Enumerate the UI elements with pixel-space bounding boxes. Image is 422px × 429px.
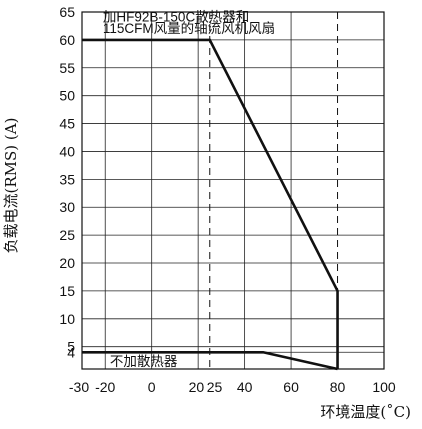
y-tick-label: 35 bbox=[59, 171, 75, 187]
y-tick-label: 45 bbox=[59, 116, 75, 132]
x-tick-labels: -30 -20 0 20 25 40 60 80 100 bbox=[69, 379, 396, 395]
y-tick-label: 65 bbox=[59, 4, 75, 20]
annotation-no-heatsink: 不加散热器 bbox=[110, 354, 178, 369]
series-with-heatsink bbox=[82, 38, 339, 369]
y-tick-labels: 45 10 15 20 25 30 35 40 45 50 55 60 65 bbox=[59, 4, 75, 360]
y-tick-label: 30 bbox=[59, 199, 75, 215]
y-tick-label: 20 bbox=[59, 255, 75, 271]
x-tick-label: 40 bbox=[237, 379, 253, 395]
y-axis-label: 负载电流(RMS) (A) bbox=[2, 118, 20, 254]
x-tick-label: 0 bbox=[148, 379, 156, 395]
series-lines bbox=[82, 38, 339, 371]
series-no-heatsink bbox=[82, 350, 338, 371]
x-tick-label: 20 bbox=[189, 379, 205, 395]
x-tick-label: -20 bbox=[95, 379, 115, 395]
annotation-heatsink-line1: 加HF92B-150C散热器和 bbox=[103, 9, 249, 24]
annotation-heatsink-line2: 115CFM风量的轴流风机风扇 bbox=[103, 21, 275, 36]
plot-frame bbox=[81, 11, 385, 370]
x-tick-label: -30 bbox=[69, 379, 89, 395]
x-tick-label: 25 bbox=[207, 379, 223, 395]
x-tick-label: 80 bbox=[330, 379, 346, 395]
y-tick-label: 60 bbox=[59, 32, 75, 48]
x-tick-label: 100 bbox=[372, 379, 396, 395]
y-tick-label: 40 bbox=[59, 143, 75, 159]
y-tick-label: 5 bbox=[67, 339, 75, 355]
y-tick-label: 50 bbox=[59, 88, 75, 104]
y-tick-label: 55 bbox=[59, 60, 75, 76]
x-tick-label: 60 bbox=[283, 379, 299, 395]
reference-lines bbox=[209, 12, 339, 369]
y-tick-label: 25 bbox=[59, 227, 75, 243]
y-tick-label: 10 bbox=[59, 311, 75, 327]
y-tick-label: 4 bbox=[67, 344, 75, 360]
y-tick-label: 15 bbox=[59, 283, 75, 299]
x-axis-label: 环境温度(˚C) bbox=[320, 403, 411, 421]
